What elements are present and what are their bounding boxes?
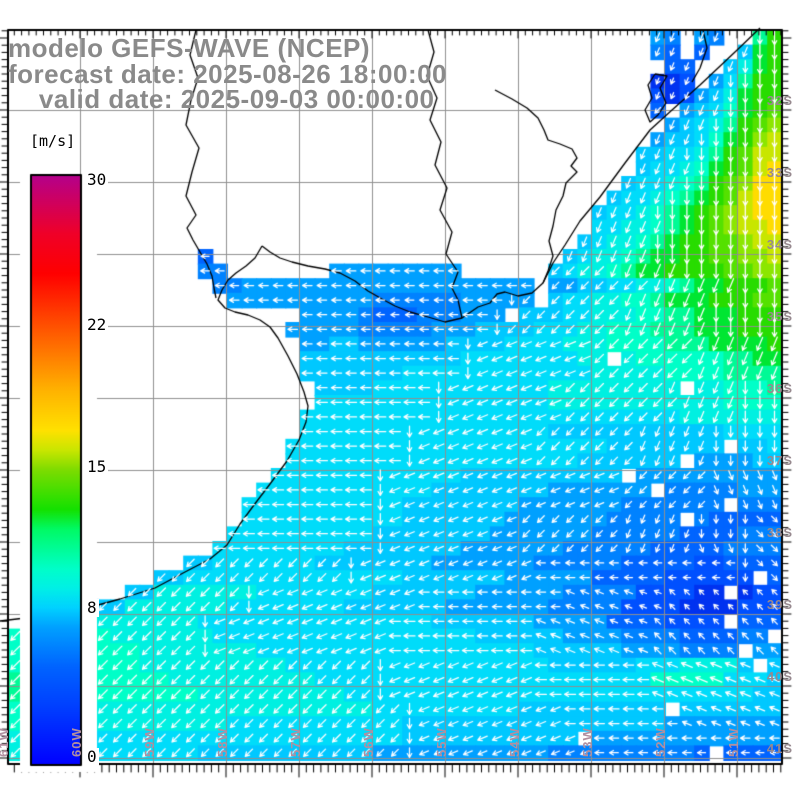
lon-label: 57W	[288, 727, 303, 757]
lat-label: 41S	[766, 741, 793, 756]
lon-label: 51W	[726, 727, 741, 757]
lon-label: 53W	[580, 727, 595, 757]
lon-label: 60W	[69, 727, 84, 757]
colorbar-tick-label: 8	[85, 598, 99, 617]
colorbar-tick-label: 0	[85, 747, 99, 766]
colorbar-tick-label: 22	[85, 315, 109, 334]
lat-label: 35S	[766, 309, 793, 324]
lon-label: 52W	[653, 727, 668, 757]
lon-label: 58W	[215, 727, 230, 757]
lon-label: 54W	[507, 727, 522, 757]
lat-label: 34S	[766, 237, 793, 252]
colorbar-unit-label: [m/s]	[30, 132, 76, 150]
lon-label: 59W	[142, 727, 157, 757]
lat-label: 40S	[766, 669, 793, 684]
lat-label: 37S	[766, 453, 793, 468]
lat-label: 36S	[766, 381, 793, 396]
lat-label: 38S	[766, 525, 793, 540]
colorbar-tick-label: 30	[85, 170, 109, 189]
forecast-date-label: forecast date: 2025-08-26 18:00:00	[8, 59, 448, 89]
lon-label: 55W	[434, 727, 449, 757]
colorbar-tick-label: 15	[85, 457, 109, 476]
lon-label: 61W	[0, 727, 11, 757]
model-title: modelo GEFS-WAVE (NCEP)	[8, 33, 371, 63]
lat-label: 39S	[766, 597, 793, 612]
lat-label: 32S	[766, 93, 793, 108]
lon-label: 56W	[361, 727, 376, 757]
valid-date-label: valid date: 2025-09-03 00:00:00	[8, 84, 435, 114]
lat-label: 33S	[766, 165, 793, 180]
